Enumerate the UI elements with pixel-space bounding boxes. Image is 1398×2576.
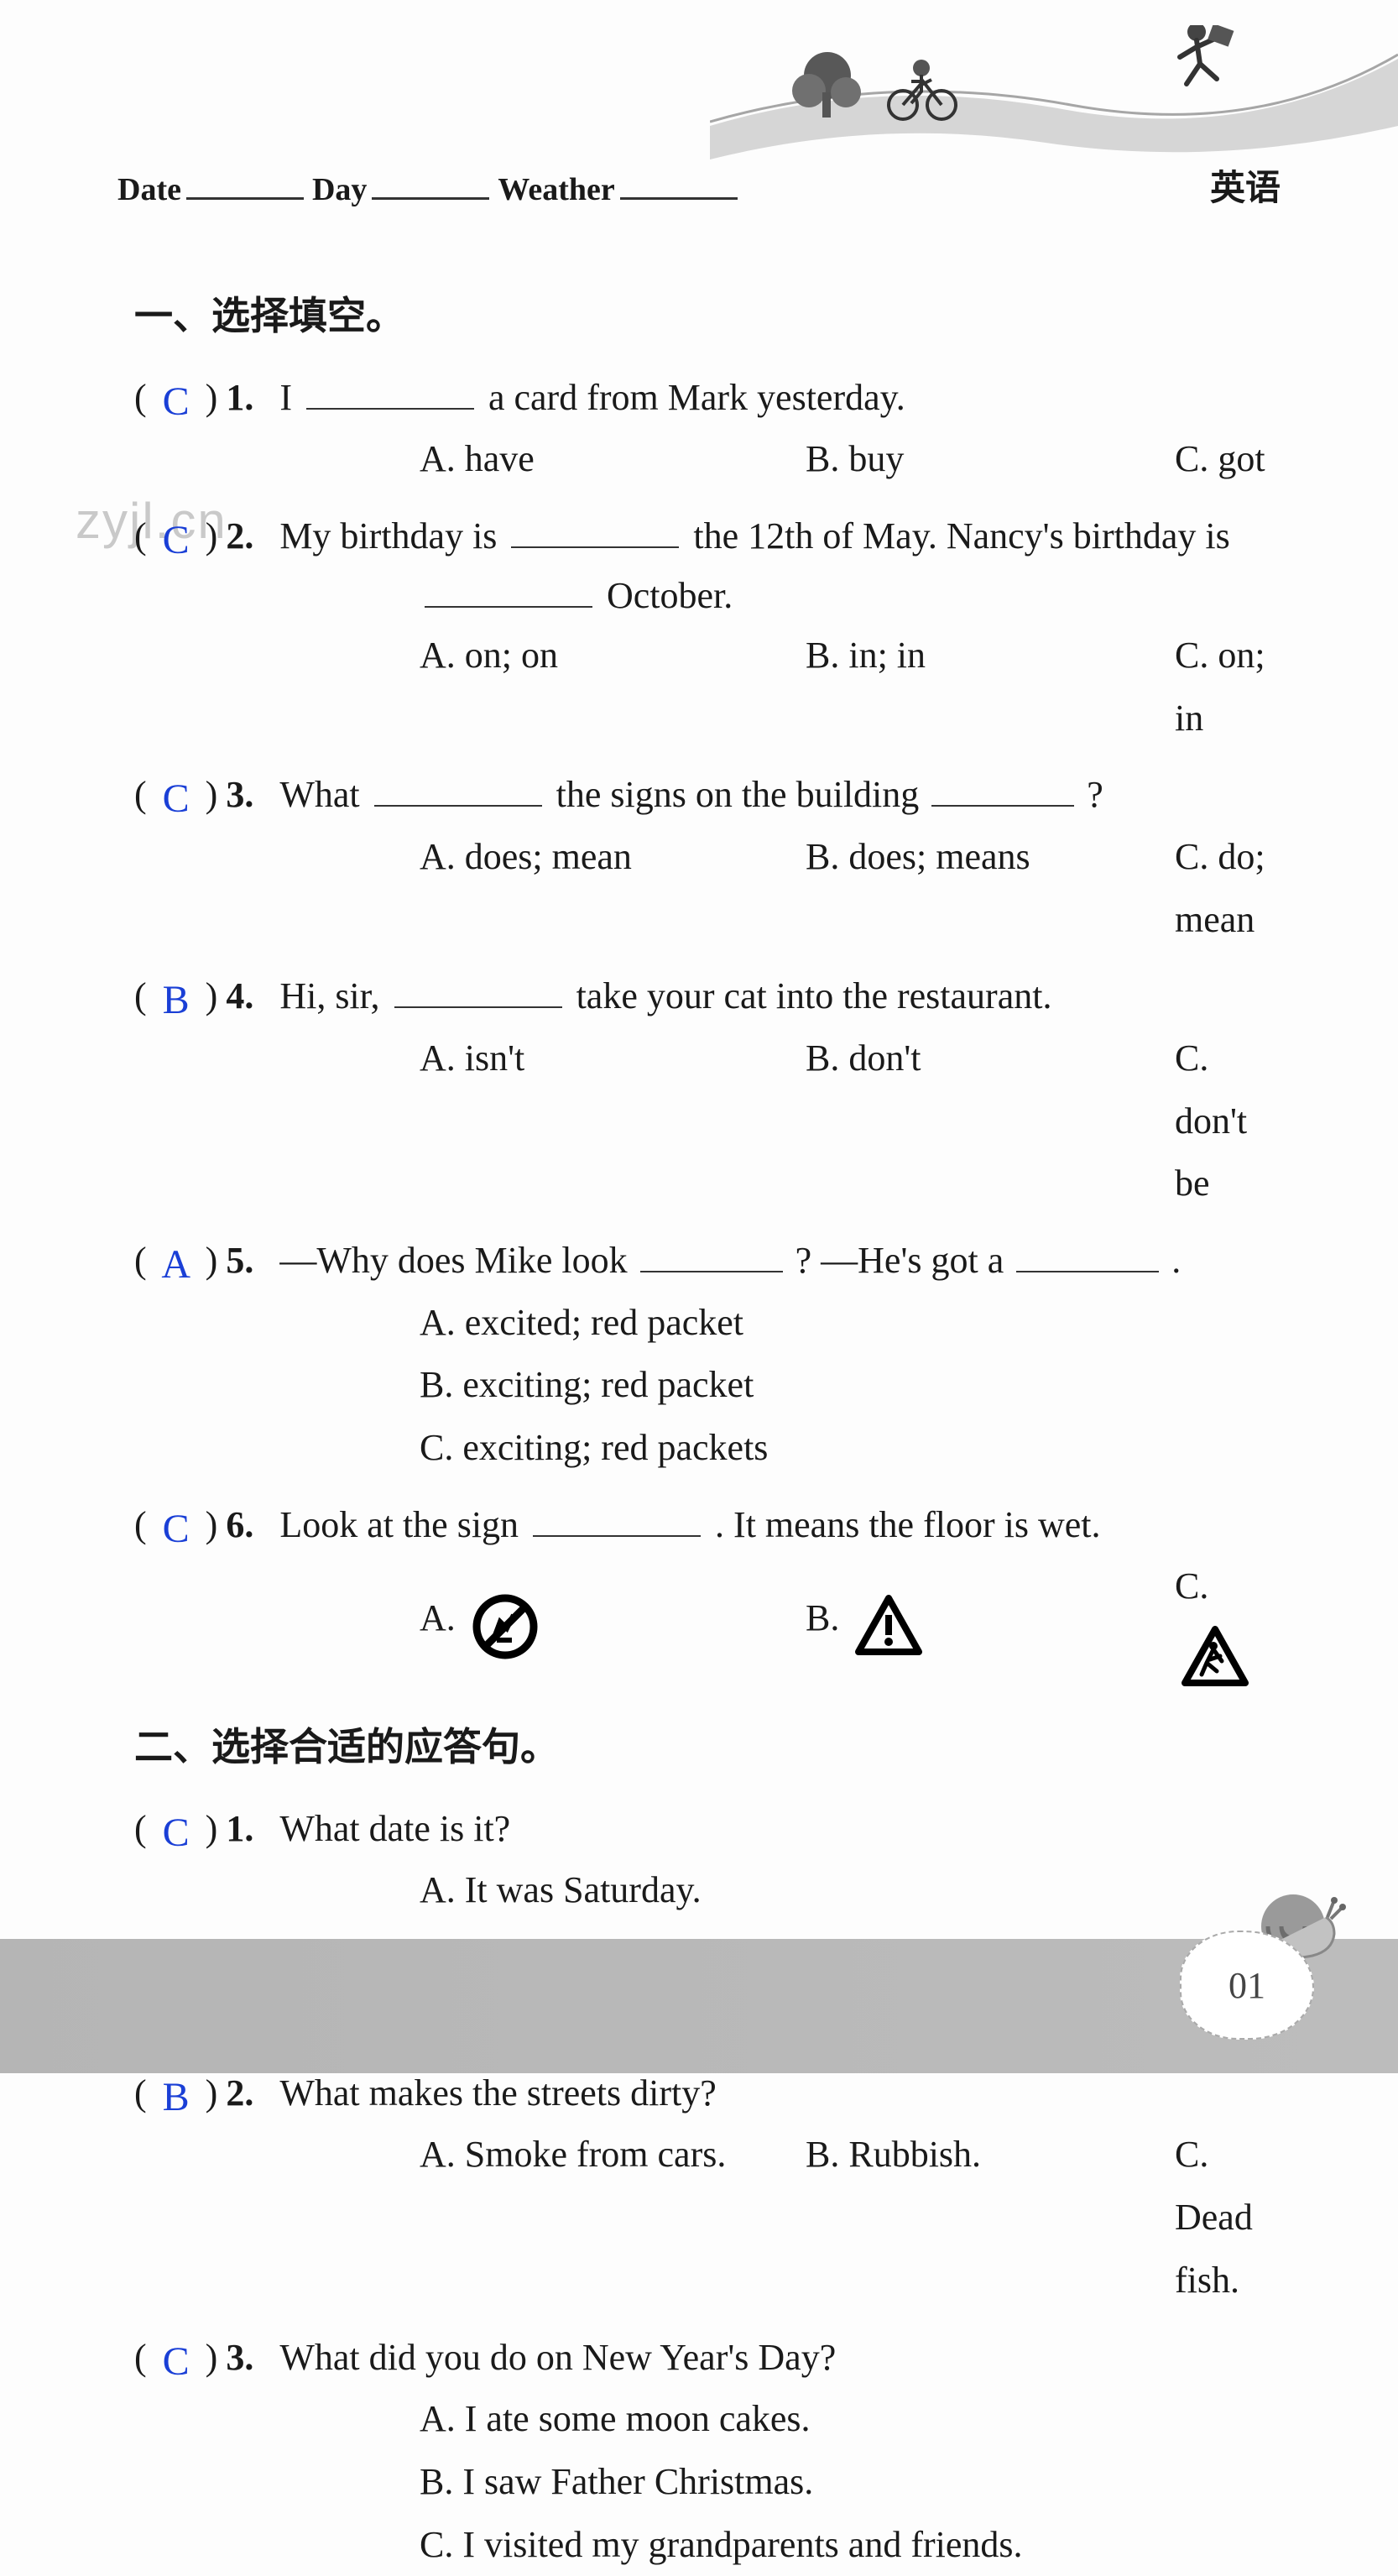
blank: [511, 546, 679, 548]
worksheet-page: Date Day Weather 英语 zyjl.cn 一、选择填空。 ( C …: [0, 0, 1398, 2073]
s2-q1-num: 1.: [226, 1800, 268, 1858]
q3-answer: C: [156, 768, 196, 830]
blank: [533, 1535, 701, 1537]
page-number-badge: 01: [1180, 1931, 1314, 2040]
s2-q2-options: A. Smoke from cars. B. Rubbish. C. Dead …: [420, 2124, 1284, 2312]
q1-row: ( C ) 1. I a card from Mark yesterday.: [134, 366, 1284, 428]
q4-num: 4.: [226, 968, 268, 1025]
q3-row: ( C ) 3. What the signs on the building …: [134, 763, 1284, 825]
q2-stem-cont: October.: [420, 567, 1284, 624]
q6-num: 6.: [226, 1497, 268, 1554]
wet-floor-sign-icon: [1182, 1624, 1249, 1691]
s2-q3-stem: What did you do on New Year's Day?: [279, 2329, 1284, 2386]
q5-num: 5.: [226, 1232, 268, 1289]
q4-stem: Hi, sir, take your cat into the restaura…: [279, 968, 1284, 1025]
q2-row: ( C ) 2. My birthday is the 12th of May.…: [134, 504, 1284, 567]
header-decoration: [710, 25, 1398, 176]
blank: [640, 1271, 783, 1272]
day-label: Day: [312, 171, 367, 208]
q4-answer: B: [156, 969, 196, 1032]
q6-answer: C: [156, 1498, 196, 1560]
warning-sign-icon: [855, 1593, 922, 1660]
q6-stem: Look at the sign . It means the floor is…: [279, 1497, 1284, 1554]
section-1-title: 一、选择填空。: [134, 285, 1284, 341]
q5-stem: —Why does Mike look ? —He's got a .: [279, 1232, 1284, 1289]
subject-label: 英语: [1210, 159, 1281, 211]
blank: [394, 1006, 562, 1008]
blank: [374, 805, 542, 807]
s2-q3-answer: C: [156, 2331, 196, 2393]
q1-answer: C: [156, 371, 196, 433]
q6-row: ( C ) 6. Look at the sign . It means the…: [134, 1493, 1284, 1555]
q3-stem: What the signs on the building ?: [279, 766, 1284, 823]
q3-num: 3.: [226, 766, 268, 823]
day-blank: [372, 197, 489, 200]
s2-q1-answer: C: [156, 1802, 196, 1864]
q4-options: A. isn't B. don't C. don't be: [420, 1027, 1284, 1215]
content-area: 一、选择填空。 ( C ) 1. I a card from Mark yest…: [134, 285, 1284, 2576]
q2-options: A. on; on B. in; in C. on; in: [420, 624, 1284, 750]
no-climb-sign-icon: [472, 1593, 539, 1660]
blank: [306, 408, 474, 410]
q6-options: A. B. C.: [420, 1555, 1284, 1686]
q2-num: 2.: [226, 508, 268, 565]
section-2-title: 二、选择合适的应答句。: [134, 1716, 1284, 1772]
s2-q1-stem: What date is it?: [279, 1800, 1284, 1858]
blank: [425, 606, 592, 608]
q1-num: 1.: [226, 369, 268, 426]
q2-stem: My birthday is the 12th of May. Nancy's …: [279, 508, 1284, 565]
s2-q3-num: 3.: [226, 2329, 268, 2386]
q1-options: A. have B. buy C. got: [420, 428, 1284, 491]
q5-options: A. excited; red packet B. exciting; red …: [420, 1292, 1284, 1480]
date-label: Date: [117, 171, 181, 208]
s2-q1-row: ( C ) 1. What date is it?: [134, 1797, 1284, 1859]
blank: [931, 805, 1074, 807]
date-blank: [186, 197, 304, 200]
s2-q2-stem: What makes the streets dirty?: [279, 2065, 1284, 2122]
q5-answer: A: [156, 1234, 196, 1296]
q5-row: ( A ) 5. —Why does Mike look ? —He's got…: [134, 1229, 1284, 1291]
weather-blank: [620, 197, 738, 200]
weather-label: Weather: [498, 171, 614, 208]
q2-answer: C: [156, 509, 196, 572]
q1-stem: I a card from Mark yesterday.: [279, 369, 1284, 426]
header-line: Date Day Weather 英语: [117, 159, 1281, 211]
blank: [1016, 1271, 1159, 1272]
q3-options: A. does; mean B. does; means C. do; mean: [420, 826, 1284, 952]
s2-q2-num: 2.: [226, 2065, 268, 2122]
s2-q2-answer: B: [156, 2067, 196, 2129]
q4-row: ( B ) 4. Hi, sir, take your cat into the…: [134, 964, 1284, 1027]
s2-q3-options: A. I ate some moon cakes. B. I saw Fathe…: [420, 2388, 1284, 2576]
s2-q3-row: ( C ) 3. What did you do on New Year's D…: [134, 2326, 1284, 2388]
